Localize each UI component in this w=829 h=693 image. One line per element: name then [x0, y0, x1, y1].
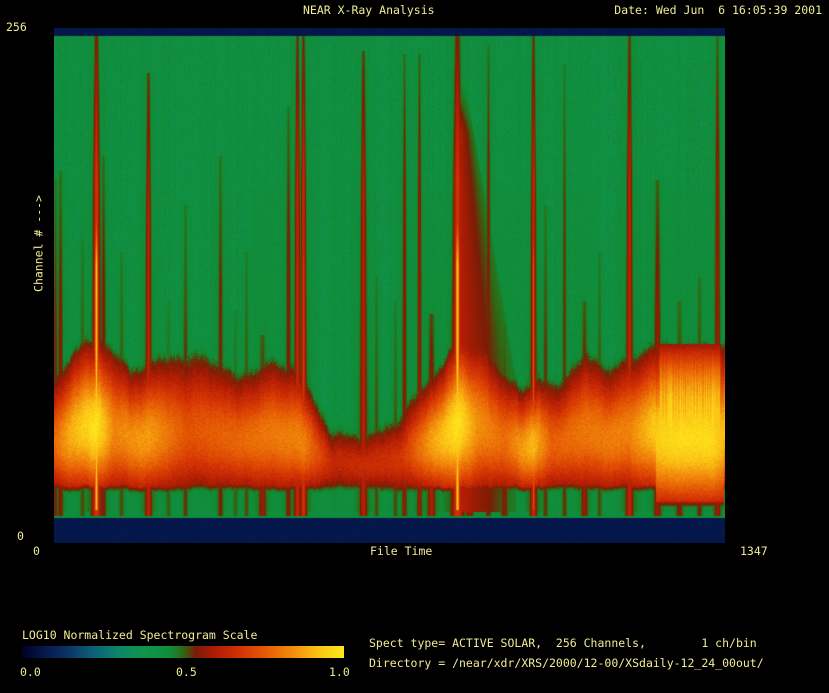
colorbar-title: LOG10 Normalized Spectrogram Scale — [22, 628, 258, 642]
directory-line: Directory = /near/xdr/XRS/2000/12-00/XSd… — [369, 656, 764, 670]
colorbar-tick-max: 1.0 — [329, 665, 350, 679]
y-axis-label: Channel # ---> — [31, 195, 46, 292]
spect-type-line: Spect type= ACTIVE SOLAR, 256 Channels, … — [369, 636, 757, 650]
colorbar-tick-mid: 0.5 — [176, 665, 197, 679]
x-axis-label: File Time — [370, 544, 433, 558]
page-title: NEAR X-Ray Analysis — [303, 3, 435, 17]
colorbar-tick-min: 0.0 — [20, 665, 41, 679]
y-axis-min-tick: 0 — [17, 529, 24, 543]
y-axis-max-tick: 256 — [6, 20, 27, 34]
spectrogram-plot — [54, 28, 725, 543]
x-axis-min-tick: 0 — [33, 544, 40, 558]
date-label: Date: Wed Jun 6 16:05:39 2001 — [614, 3, 822, 17]
x-axis-max-tick: 1347 — [740, 544, 768, 558]
colorbar-gradient — [22, 646, 344, 658]
